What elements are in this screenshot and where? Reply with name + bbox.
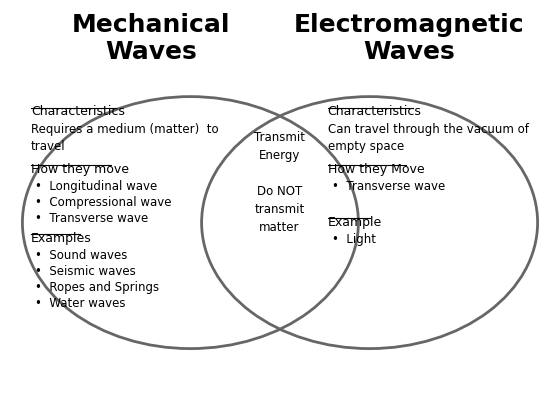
Circle shape <box>202 97 538 349</box>
Text: How they move: How they move <box>31 163 129 176</box>
Text: •  Sound waves: • Sound waves <box>35 249 128 262</box>
Text: •  Longitudinal wave: • Longitudinal wave <box>35 180 157 193</box>
Text: Characteristics: Characteristics <box>328 105 422 118</box>
Text: •  Light: • Light <box>332 233 376 246</box>
Text: •  Ropes and Springs: • Ropes and Springs <box>35 281 160 294</box>
Text: Examples: Examples <box>31 232 91 245</box>
Text: •  Transverse wave: • Transverse wave <box>35 212 148 225</box>
Text: •  Compressional wave: • Compressional wave <box>35 196 172 209</box>
Text: How they Move: How they Move <box>328 163 424 176</box>
Text: •  Transverse wave: • Transverse wave <box>332 180 445 193</box>
Text: Requires a medium (matter)  to
travel: Requires a medium (matter) to travel <box>31 123 218 153</box>
Text: Can travel through the vacuum of
empty space: Can travel through the vacuum of empty s… <box>328 123 529 153</box>
Text: Mechanical
Waves: Mechanical Waves <box>72 13 231 64</box>
Text: Transmit
Energy

Do NOT
transmit
matter: Transmit Energy Do NOT transmit matter <box>254 131 305 234</box>
Text: Electromagnetic
Waves: Electromagnetic Waves <box>293 13 524 64</box>
Circle shape <box>22 97 358 349</box>
Text: •  Water waves: • Water waves <box>35 297 126 310</box>
Text: Example: Example <box>328 216 382 229</box>
Text: Characteristics: Characteristics <box>31 105 125 118</box>
Text: •  Seismic waves: • Seismic waves <box>35 265 136 278</box>
